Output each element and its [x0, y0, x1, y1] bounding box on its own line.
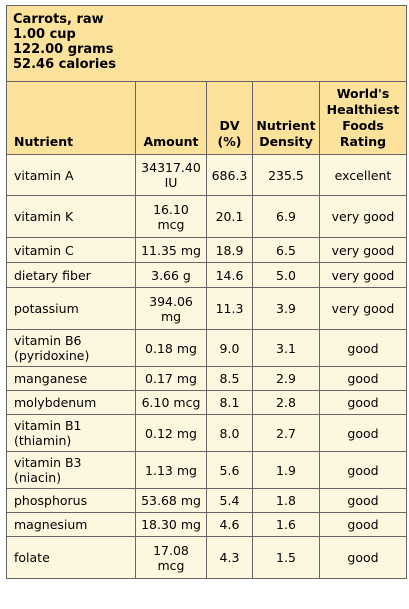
rating-cell: very good	[319, 262, 407, 288]
table-row: vitamin B1 (thiamin) 0.12 mg 8.0 2.7 good	[6, 414, 407, 452]
amount-cell: 0.12 mg	[135, 414, 207, 452]
rating-cell: good	[319, 414, 407, 452]
rating-cell: good	[319, 488, 407, 513]
food-name: Carrots, raw	[13, 12, 104, 27]
amount-cell: 394.06 mg	[135, 287, 207, 330]
column-header-dv: DV (%)	[206, 81, 253, 155]
column-header-rating: World's Healthiest Foods Rating	[319, 81, 407, 155]
nutrient-cell: dietary fiber	[6, 262, 136, 288]
amount-cell: 16.10 mcg	[135, 195, 207, 238]
nutrition-table: Carrots, raw 1.00 cup 122.00 grams 52.46…	[6, 5, 407, 579]
dv-cell: 11.3	[206, 287, 253, 330]
density-cell: 3.9	[252, 287, 320, 330]
column-header-amount: Amount	[135, 81, 207, 155]
rating-cell: very good	[319, 237, 407, 263]
dv-cell: 8.1	[206, 390, 253, 415]
serving-weight: 122.00 grams	[13, 42, 114, 57]
nutrient-cell: vitamin B6 (pyridoxine)	[6, 329, 136, 367]
density-cell: 5.0	[252, 262, 320, 288]
dv-cell: 686.3	[206, 154, 253, 196]
density-cell: 235.5	[252, 154, 320, 196]
density-cell: 6.5	[252, 237, 320, 263]
nutrient-cell: vitamin K	[6, 195, 136, 238]
table-row: magnesium 18.30 mg 4.6 1.6 good	[6, 512, 407, 537]
column-header-row: Nutrient Amount DV (%) Nutrient Density World'…	[6, 81, 407, 155]
nutrient-cell: vitamin B3 (niacin)	[6, 451, 136, 489]
dv-cell: 8.0	[206, 414, 253, 452]
nutrient-cell: manganese	[6, 366, 136, 391]
amount-cell: 1.13 mg	[135, 451, 207, 489]
table-row: vitamin B6 (pyridoxine) 0.18 mg 9.0 3.1 good	[6, 329, 407, 367]
density-cell: 3.1	[252, 329, 320, 367]
dv-cell: 5.4	[206, 488, 253, 513]
amount-cell: 18.30 mg	[135, 512, 207, 537]
density-cell: 2.7	[252, 414, 320, 452]
table-row: molybdenum 6.10 mcg 8.1 2.8 good	[6, 390, 407, 415]
amount-cell: 53.68 mg	[135, 488, 207, 513]
serving-size: 1.00 cup	[13, 27, 76, 42]
rating-cell: good	[319, 366, 407, 391]
amount-cell: 34317.40 IU	[135, 154, 207, 196]
rating-cell: excellent	[319, 154, 407, 196]
density-cell: 1.6	[252, 512, 320, 537]
rating-cell: good	[319, 390, 407, 415]
rating-cell: good	[319, 512, 407, 537]
nutrient-rows: vitamin A 34317.40 IU 686.3 235.5 excellent vi…	[6, 154, 407, 579]
rating-cell: good	[319, 536, 407, 579]
column-header-nutrient: Nutrient	[6, 81, 136, 155]
nutrient-cell: vitamin C	[6, 237, 136, 263]
rating-cell: good	[319, 329, 407, 367]
density-cell: 1.9	[252, 451, 320, 489]
nutrient-cell: molybdenum	[6, 390, 136, 415]
nutrient-cell: vitamin A	[6, 154, 136, 196]
dv-cell: 9.0	[206, 329, 253, 367]
table-row: dietary fiber 3.66 g 14.6 5.0 very good	[6, 262, 407, 288]
nutrient-cell: folate	[6, 536, 136, 579]
table-row: folate 17.08 mcg 4.3 1.5 good	[6, 536, 407, 579]
amount-cell: 11.35 mg	[135, 237, 207, 263]
nutrient-cell: potassium	[6, 287, 136, 330]
density-cell: 6.9	[252, 195, 320, 238]
dv-cell: 8.5	[206, 366, 253, 391]
dv-cell: 4.6	[206, 512, 253, 537]
nutrient-cell: magnesium	[6, 512, 136, 537]
amount-cell: 0.17 mg	[135, 366, 207, 391]
amount-cell: 0.18 mg	[135, 329, 207, 367]
calories: 52.46 calories	[13, 57, 116, 72]
dv-cell: 20.1	[206, 195, 253, 238]
nutrient-cell: phosphorus	[6, 488, 136, 513]
table-row: potassium 394.06 mg 11.3 3.9 very good	[6, 287, 407, 330]
nutrition-table-container: Carrots, raw 1.00 cup 122.00 grams 52.46…	[6, 5, 407, 579]
nutrient-cell: vitamin B1 (thiamin)	[6, 414, 136, 452]
table-row: manganese 0.17 mg 8.5 2.9 good	[6, 366, 407, 391]
dv-cell: 5.6	[206, 451, 253, 489]
dv-cell: 4.3	[206, 536, 253, 579]
table-row: vitamin C 11.35 mg 18.9 6.5 very good	[6, 237, 407, 263]
rating-cell: good	[319, 451, 407, 489]
density-cell: 2.8	[252, 390, 320, 415]
rating-cell: very good	[319, 287, 407, 330]
density-cell: 2.9	[252, 366, 320, 391]
food-summary: Carrots, raw 1.00 cup 122.00 grams 52.46…	[6, 5, 407, 82]
rating-cell: very good	[319, 195, 407, 238]
table-row: vitamin K 16.10 mcg 20.1 6.9 very good	[6, 195, 407, 238]
amount-cell: 17.08 mcg	[135, 536, 207, 579]
dv-cell: 18.9	[206, 237, 253, 263]
column-header-density: Nutrient Density	[252, 81, 320, 155]
table-row: phosphorus 53.68 mg 5.4 1.8 good	[6, 488, 407, 513]
table-row: vitamin B3 (niacin) 1.13 mg 5.6 1.9 good	[6, 451, 407, 489]
dv-cell: 14.6	[206, 262, 253, 288]
density-cell: 1.5	[252, 536, 320, 579]
density-cell: 1.8	[252, 488, 320, 513]
amount-cell: 3.66 g	[135, 262, 207, 288]
table-row: vitamin A 34317.40 IU 686.3 235.5 excellent	[6, 154, 407, 196]
amount-cell: 6.10 mcg	[135, 390, 207, 415]
